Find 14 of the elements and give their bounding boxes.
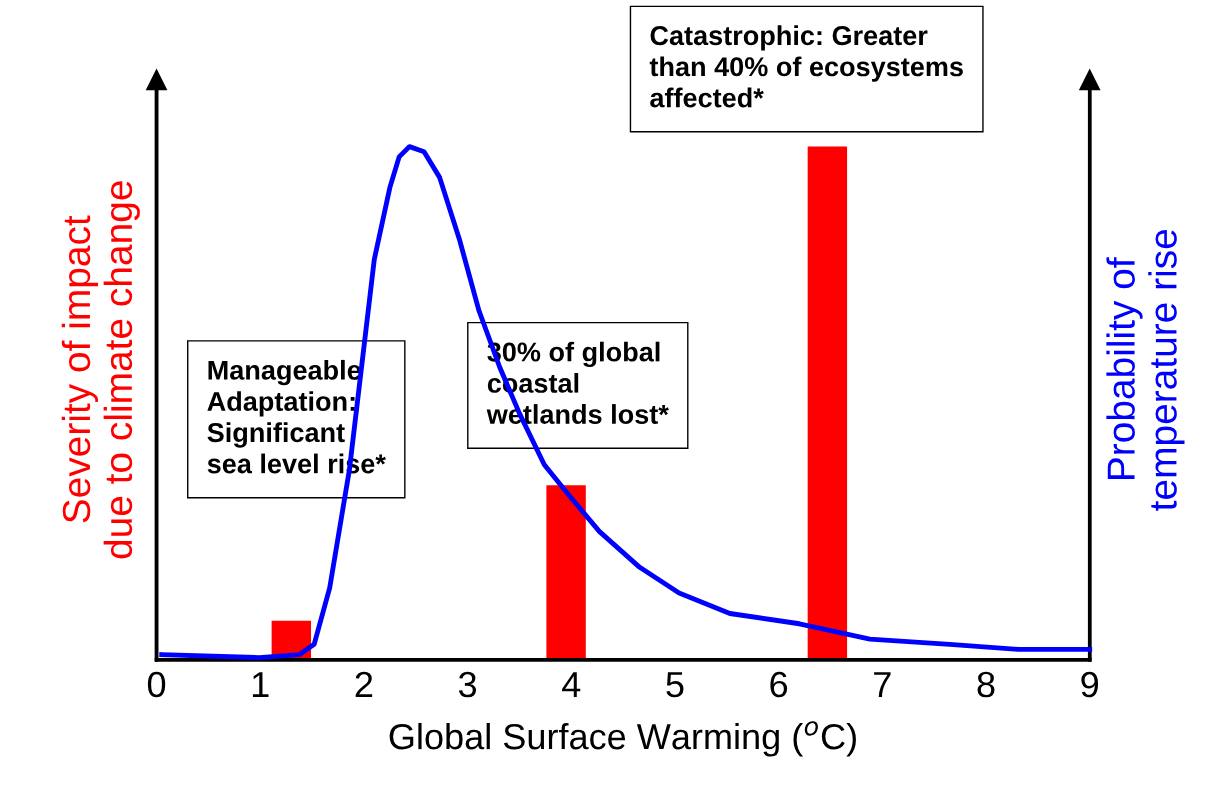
x-tick-label: 3 bbox=[458, 671, 477, 698]
x-tick-label: 6 bbox=[770, 671, 788, 698]
x-tick-label: 0 bbox=[147, 671, 166, 698]
x-tick-label: 5 bbox=[666, 672, 684, 698]
x-tick-label: 1 bbox=[252, 672, 269, 697]
x-axis-title: Global Surface Warming ($^{o}$C) bbox=[389, 721, 856, 757]
x-tick-label: 9 bbox=[1081, 671, 1099, 698]
x-tick-label: 8 bbox=[977, 671, 995, 698]
y2-axis-title: Probability of temperature rise bbox=[1106, 229, 1185, 511]
x-tick-label: 2 bbox=[355, 671, 373, 697]
y-axis-title: Severity of impact due to climate change bbox=[61, 181, 140, 559]
text: Catastrophic: Greater than 40% of ecosystems affected* bbox=[649, 25, 963, 108]
x-tick-label: 7 bbox=[874, 672, 891, 697]
x-tick-label: 4 bbox=[562, 672, 581, 697]
